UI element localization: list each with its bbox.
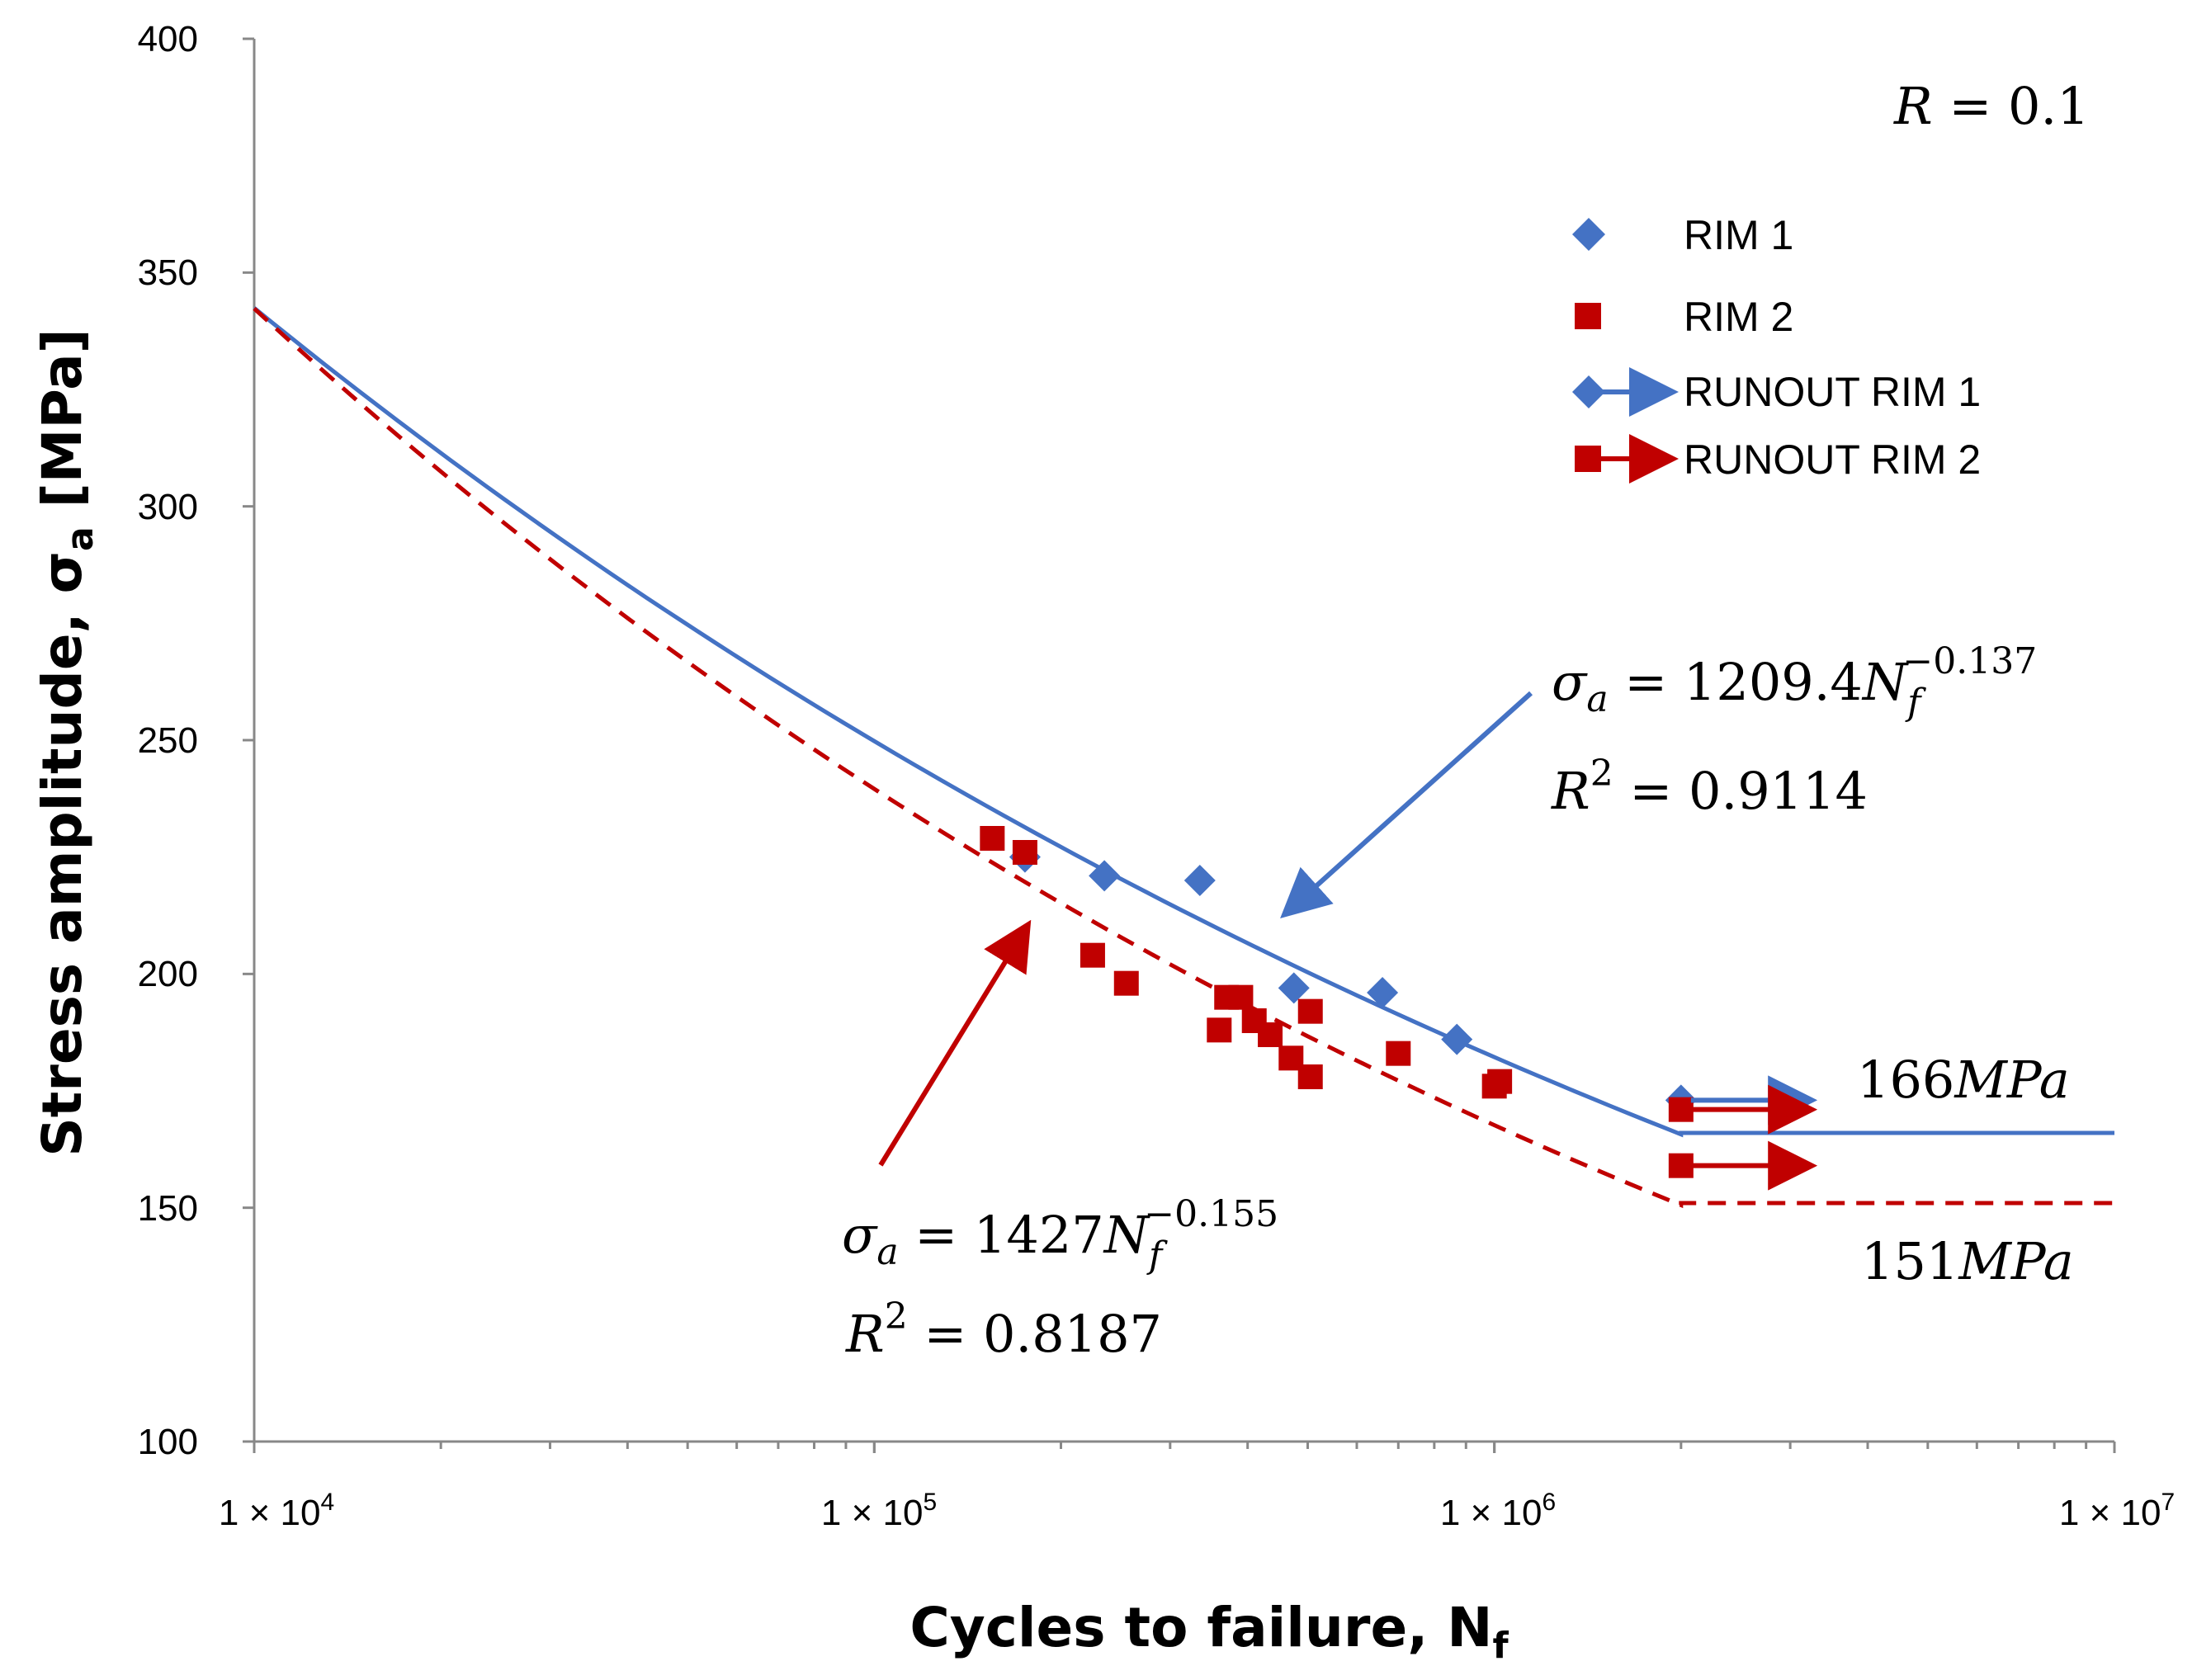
x-tick-label: 1 × 105 [821,1489,937,1533]
x-tick-label: 1 × 107 [2059,1489,2175,1533]
rim2-point [1668,1153,1694,1178]
rim1-point [1278,972,1310,1004]
legend-label: RIM 2 [1684,294,1793,340]
y-tick-label: 350 [138,252,198,293]
r-ratio-label: R = 0.1 [1893,76,2090,136]
legend-diamond-icon [1572,218,1605,251]
legend-label: RUNOUT RIM 2 [1684,437,1981,483]
y-tick-marks [243,37,254,1443]
equation-rim2: σa = 1427Nf−0.155 R2 = 0.8187 [842,919,1278,1364]
fit-line-rim1 [253,306,2114,1138]
data-points [980,826,1697,1178]
rim1-point [1367,977,1399,1008]
legend-square-icon [1575,303,1601,329]
equation-rim2-text: σa = 1427Nf−0.155 [842,1193,1278,1277]
y-tick-labels: 100 150 200 250 300 350 400 [138,19,198,1462]
rim2-point [1207,1017,1232,1043]
rim2-point [1258,1022,1283,1047]
legend-item-runout-rim2: RUNOUT RIM 2 [1575,434,1981,484]
equation-rim1-text: σa = 1209.4Nf−0.137 [1552,640,2037,724]
x-tick-labels: 1 × 104 1 × 105 1 × 106 1 × 107 [219,1489,2175,1533]
legend-label: RIM 1 [1684,212,1793,258]
rim2-point [1080,942,1105,968]
equation-rim1: σa = 1209.4Nf−0.137 R2 = 0.9114 [1280,640,2037,919]
legend-item-rim1: RIM 1 [1572,212,1793,258]
legend-item-runout-rim1: RUNOUT RIM 1 [1572,367,1981,417]
legend-item-rim2: RIM 2 [1575,294,1793,340]
rim2-point [1012,840,1037,865]
x-axis-title: Cycles to failure, Nf [909,1596,1509,1667]
fit-lines [253,306,2114,1209]
limit-rim1-label: 166MPa [1857,1050,2070,1110]
rim2-point [1386,1041,1411,1066]
r2-rim1-text: R2 = 0.9114 [1551,753,1868,821]
y-tick-label: 250 [138,720,198,761]
x-tick-marks [253,1442,2116,1453]
equation-rim1-arrow [1280,691,1533,919]
legend-label: RUNOUT RIM 1 [1684,369,1981,415]
rim2-point [1297,1064,1323,1089]
rim2-point [980,826,1005,851]
fit-line-rim2 [253,307,2114,1209]
y-tick-label: 150 [138,1188,198,1229]
rim1-point [1089,860,1121,892]
rim2-point [1487,1069,1513,1094]
r2-rim2-text: R2 = 0.8187 [845,1295,1162,1364]
legend-diamond-icon [1572,375,1605,408]
runout-arrows [1690,1075,1818,1191]
legend-square-icon [1575,446,1601,472]
rim1-point [1183,865,1216,896]
y-tick-label: 200 [138,954,198,994]
x-tick-label: 1 × 106 [1440,1489,1556,1533]
rim2-point [1668,1097,1694,1122]
legend: RIM 1 RIM 2 RUNOUT RIM 1 RUNOUT RIM 2 [1572,212,1981,484]
axes [243,37,2116,1453]
rim2-point [1113,970,1139,996]
y-axis-title: Stress amplitude, σa [MPa] [31,328,102,1157]
rim2-point [1297,998,1323,1024]
x-tick-label: 1 × 104 [219,1489,334,1533]
y-tick-label: 100 [138,1422,198,1462]
limit-rim2-label: 151MPa [1861,1231,2074,1291]
y-tick-label: 300 [138,487,198,527]
rim1-point [1441,1023,1473,1055]
y-tick-label: 400 [138,19,198,59]
rim2-point [1228,984,1254,1010]
equation-rim2-arrow [878,919,1032,1167]
